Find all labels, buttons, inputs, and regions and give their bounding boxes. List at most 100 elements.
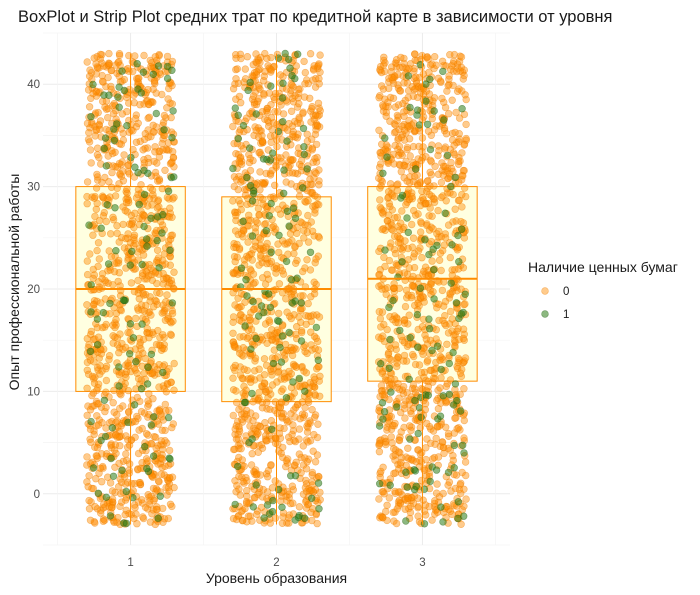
strip-point (283, 207, 292, 216)
strip-point (230, 252, 239, 261)
strip-point (400, 79, 408, 87)
strip-point (83, 257, 92, 265)
strip-point (89, 231, 97, 239)
strip-point (102, 162, 111, 170)
strip-point (235, 453, 243, 462)
strip-point (107, 66, 115, 75)
strip-point (437, 503, 445, 511)
strip-point (375, 126, 383, 135)
strip-point (411, 165, 420, 173)
strip-point (300, 150, 308, 159)
strip-point (255, 365, 263, 373)
strip-point (289, 94, 297, 103)
strip-point (424, 391, 432, 399)
strip-point (87, 438, 95, 446)
strip-point (83, 411, 91, 420)
strip-point (398, 258, 406, 266)
strip-point (441, 209, 449, 217)
strip-point (107, 253, 116, 261)
strip-point (450, 464, 458, 472)
strip-point (449, 190, 457, 199)
strip-point (85, 472, 93, 480)
strip-point (448, 96, 456, 104)
strip-point (240, 462, 248, 470)
strip-point (127, 279, 136, 287)
strip-point (154, 477, 163, 485)
strip-point (376, 196, 384, 204)
strip-point (155, 153, 164, 161)
strip-point (235, 128, 244, 136)
strip-point (120, 244, 129, 252)
strip-point (309, 76, 317, 84)
strip-point (156, 492, 165, 500)
strip-point (236, 363, 245, 371)
strip-point (302, 369, 310, 377)
strip-point (278, 413, 286, 421)
strip-point (300, 143, 308, 151)
strip-point (90, 358, 98, 366)
strip-point (300, 234, 308, 242)
strip-point (93, 341, 102, 349)
strip-point (102, 424, 110, 432)
strip-point (122, 519, 131, 528)
strip-point (377, 68, 386, 77)
strip-point (118, 110, 127, 118)
strip-point (86, 250, 94, 258)
strip-point (149, 121, 157, 130)
strip-point (93, 315, 102, 323)
strip-point (237, 98, 245, 107)
strip-point (237, 445, 245, 453)
strip-point (231, 104, 240, 112)
strip-point (94, 262, 102, 271)
strip-point (385, 303, 393, 312)
strip-point (106, 479, 115, 487)
strip-point (108, 504, 116, 512)
strip-point (259, 200, 267, 208)
strip-point (113, 259, 121, 267)
strip-point (253, 59, 261, 67)
strip-point (88, 391, 96, 400)
strip-point (443, 340, 451, 348)
strip-point (401, 505, 409, 513)
strip-point (451, 173, 459, 182)
strip-point (243, 52, 252, 61)
strip-point (439, 192, 447, 200)
strip-point (459, 264, 468, 272)
strip-point (134, 276, 142, 285)
strip-point (234, 185, 242, 194)
legend-key-0 (541, 287, 549, 295)
strip-point (425, 325, 434, 333)
strip-point (417, 156, 425, 165)
strip-point (170, 386, 178, 394)
strip-point (461, 354, 470, 362)
strip-point (273, 378, 281, 386)
strip-point (92, 452, 101, 460)
strip-point (409, 159, 417, 167)
strip-point (381, 246, 389, 254)
strip-point (395, 142, 404, 151)
strip-point (252, 471, 261, 479)
strip-point (391, 469, 399, 477)
strip-point (423, 53, 431, 62)
strip-point (406, 334, 414, 342)
strip-point (115, 180, 123, 188)
strip-point (155, 264, 163, 272)
strip-point (448, 315, 456, 323)
strip-point (119, 177, 128, 185)
strip-point (149, 70, 158, 79)
strip-point (268, 125, 276, 134)
strip-point (159, 118, 168, 127)
strip-point (159, 445, 167, 454)
strip-point (98, 97, 107, 106)
y-axis-title: Опыт профессиональной работы (6, 174, 22, 391)
strip-point (94, 239, 103, 247)
strip-point (149, 191, 157, 199)
strip-point (395, 496, 404, 504)
strip-point (292, 403, 300, 412)
strip-point (430, 107, 438, 115)
strip-point (312, 255, 320, 263)
strip-point (91, 132, 99, 140)
strip-point (429, 245, 437, 253)
strip-point (444, 429, 453, 438)
strip-point (116, 475, 124, 483)
